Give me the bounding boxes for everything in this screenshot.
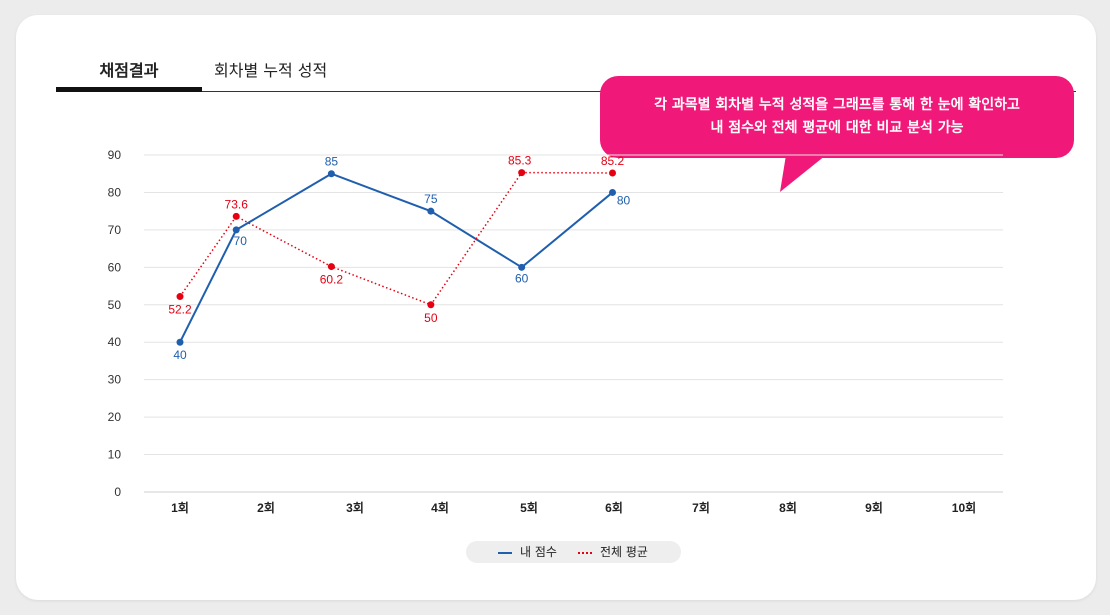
- data-label: 85.3: [508, 154, 532, 168]
- data-label: 85.2: [601, 154, 625, 168]
- x-tick-label: 5회: [520, 500, 538, 515]
- data-label: 75: [424, 192, 438, 206]
- legend-item-overall-average[interactable]: 전체 평균: [578, 541, 648, 563]
- legend-label-overall-average: 전체 평균: [600, 545, 648, 559]
- data-label: 52.2: [168, 303, 192, 317]
- x-tick-label: 2회: [257, 500, 275, 515]
- data-point: [232, 212, 240, 220]
- y-tick-label: 50: [108, 298, 122, 312]
- y-tick-label: 60: [108, 260, 122, 274]
- data-point: [327, 170, 335, 178]
- y-tick-label: 90: [108, 148, 122, 162]
- y-tick-label: 80: [108, 185, 122, 199]
- data-point: [427, 207, 435, 215]
- x-tick-label: 3회: [346, 500, 364, 515]
- tab-cumulative-scores[interactable]: 회차별 누적 성적: [214, 61, 328, 80]
- data-label: 70: [234, 234, 248, 248]
- data-point: [609, 169, 616, 177]
- y-tick-label: 30: [108, 373, 122, 387]
- data-label: 80: [617, 193, 631, 207]
- x-tick-label: 10회: [952, 500, 976, 515]
- y-tick-label: 0: [114, 485, 121, 499]
- tab-bar: 채점결과 회차별 누적 성적: [56, 55, 1076, 92]
- x-tick-label: 9회: [865, 500, 883, 515]
- data-label: 40: [173, 348, 187, 362]
- chart-legend: 내 점수 전체 평균: [466, 541, 681, 563]
- data-point: [232, 226, 240, 234]
- data-label: 50: [424, 311, 438, 325]
- data-label: 85: [325, 155, 339, 169]
- x-tick-label: 6회: [605, 500, 623, 515]
- legend-swatch-overall-average: [578, 551, 592, 554]
- callout-line-2: 내 점수와 전체 평균에 대한 비교 분석 가능: [710, 120, 964, 136]
- callout-bubble: 각 과목별 회차별 누적 성적을 그래프를 통해 한 눈에 확인하고 내 점수와…: [600, 76, 1074, 158]
- data-label: 60.2: [320, 273, 344, 287]
- data-point: [609, 188, 616, 196]
- legend-label-my-score: 내 점수: [520, 545, 557, 559]
- legend-swatch-my-score: [498, 551, 512, 554]
- data-point: [327, 263, 335, 271]
- callout-line-1: 각 과목별 회차별 누적 성적을 그래프를 통해 한 눈에 확인하고: [654, 97, 1020, 113]
- x-tick-label: 1회: [171, 500, 189, 515]
- series-line-0: [179, 172, 614, 343]
- y-tick-label: 20: [108, 410, 122, 424]
- y-tick-label: 10: [108, 448, 122, 462]
- data-label: 60: [515, 271, 529, 285]
- y-tick-label: 70: [108, 223, 122, 237]
- callout-tail: [780, 155, 826, 192]
- data-point: [176, 338, 184, 346]
- tab-grading-result[interactable]: 채점결과: [56, 57, 202, 92]
- data-point: [518, 263, 526, 271]
- x-tick-label: 8회: [779, 500, 797, 515]
- x-tick-label: 4회: [431, 500, 449, 515]
- data-point: [427, 301, 435, 309]
- y-tick-label: 40: [108, 335, 122, 349]
- chart-card: 채점결과 회차별 누적 성적 각 과목별 회차별 누적 성적을 그래프를 통해 …: [16, 15, 1096, 600]
- x-tick-label: 7회: [692, 500, 710, 515]
- data-point: [176, 293, 184, 301]
- data-point: [518, 169, 526, 177]
- legend-item-my-score[interactable]: 내 점수: [498, 541, 557, 563]
- data-label: 73.6: [225, 197, 249, 211]
